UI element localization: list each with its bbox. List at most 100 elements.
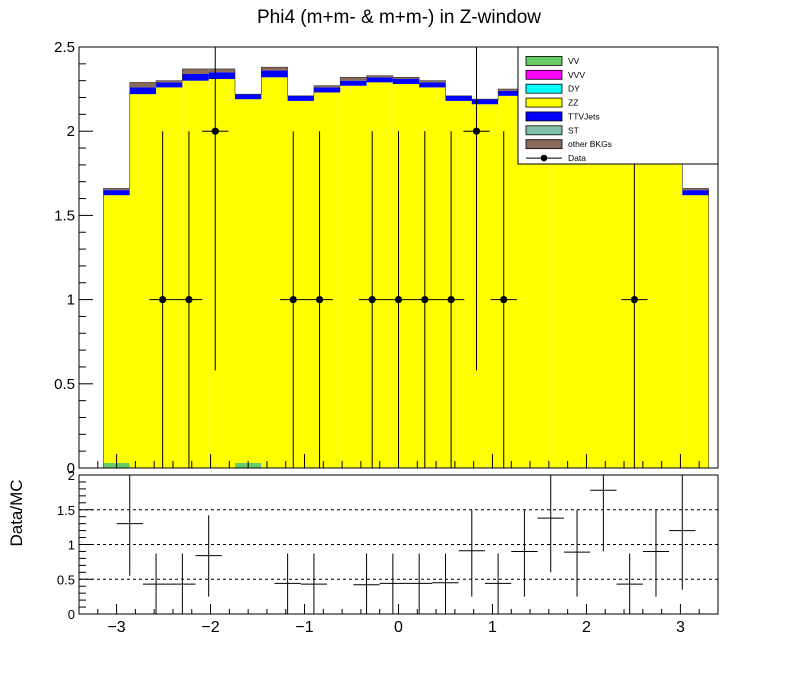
x-tick-label: 2 — [582, 619, 591, 636]
legend-swatch — [525, 56, 563, 66]
bar-segment — [182, 73, 209, 81]
main-plot: 0 0.5 1 1.5 2 2.5 — [54, 39, 719, 477]
bar-segment — [655, 104, 683, 469]
ratio-y-tick-label: 1 — [68, 538, 75, 553]
ratio-y-label: Data/MC — [7, 479, 26, 546]
bar-segment — [103, 190, 130, 196]
bar-segment — [366, 77, 393, 83]
bar-segment — [287, 95, 314, 101]
data-point — [421, 296, 429, 304]
legend-label: other BKGs — [568, 139, 612, 149]
bar-segment — [603, 104, 630, 469]
bar-segment — [156, 87, 183, 468]
legend-label: DY — [568, 84, 580, 94]
y-tick-label: 0 — [67, 460, 75, 477]
legend-swatch — [525, 111, 563, 122]
bar-segment — [419, 82, 446, 88]
ratio-plot: 0 0.5 1 1.5 2 −3 −2 −1 0 1 2 3 — [57, 468, 719, 636]
bar-segment — [313, 87, 341, 93]
legend-label: TTVJets — [568, 111, 600, 121]
bar-segment — [234, 99, 262, 463]
legend-swatch — [525, 97, 563, 108]
data-point — [315, 296, 324, 304]
bar-segment — [208, 72, 235, 79]
data-point — [472, 127, 481, 135]
ratio-y-tick-label: 2 — [68, 468, 75, 483]
bar-segment — [392, 78, 420, 85]
bar-segment — [340, 80, 367, 86]
bar-segment — [419, 80, 446, 83]
bar-segment — [682, 190, 709, 196]
bar-segment — [392, 77, 420, 79]
data-point — [185, 296, 193, 304]
bar-segment — [498, 90, 525, 96]
legend-label: VVV — [568, 70, 585, 80]
data-point — [211, 127, 219, 135]
y-tick-label: 1.5 — [54, 207, 75, 224]
data-point — [394, 296, 403, 304]
bar-segment — [471, 104, 499, 469]
legend-swatch — [525, 139, 563, 150]
legend-marker — [540, 154, 548, 162]
bar-segment — [366, 82, 393, 468]
legend-swatch — [525, 69, 563, 80]
data-points — [149, 47, 648, 468]
bar-segment — [445, 95, 472, 101]
data-point — [159, 296, 167, 304]
ratio-y-tick-label: 0.5 — [57, 572, 75, 587]
legend-label: VV — [568, 56, 580, 66]
bar-segment — [103, 195, 130, 463]
bar-segment — [129, 94, 157, 468]
x-tick-label: 3 — [676, 619, 685, 636]
data-point — [368, 296, 376, 304]
bar-segment — [208, 68, 235, 73]
legend-label: ST — [568, 125, 579, 135]
bar-segment — [103, 188, 130, 191]
bar-segment — [392, 84, 420, 468]
x-tick-label: −3 — [107, 619, 125, 636]
y-tick-label: 2.5 — [54, 39, 75, 56]
y-tick-label: 2 — [67, 123, 75, 140]
series-other-bkgs — [103, 67, 709, 191]
bar-segment — [471, 99, 499, 105]
x-tick-label: 0 — [394, 619, 403, 636]
bar-segment — [208, 78, 235, 468]
bar-segment — [366, 75, 393, 78]
bar-segment — [261, 77, 288, 468]
bar-segment — [156, 80, 183, 83]
data-point — [500, 296, 508, 304]
ratio-y-tick-label: 1.5 — [57, 503, 75, 518]
bar-segment — [340, 85, 367, 469]
bar-segment — [261, 67, 288, 71]
bar-segment — [682, 188, 709, 191]
bar-segment — [340, 77, 367, 81]
bar-segment — [182, 80, 209, 469]
legend-label: ZZ — [568, 98, 578, 108]
bar-segment — [261, 70, 288, 78]
bar-segment — [419, 87, 446, 468]
bar-segment — [234, 94, 262, 100]
bar-segment — [287, 100, 314, 468]
data-point — [289, 296, 297, 304]
data-point — [447, 296, 455, 304]
x-tick-label: −1 — [295, 619, 313, 636]
ratio-y-tick-label: 0 — [68, 607, 75, 622]
chart-title: Phi4 (m+m- & m+m-) in Z-window — [257, 7, 541, 28]
bar-segment — [156, 82, 183, 88]
bar-segment — [129, 82, 157, 88]
data-point — [630, 296, 638, 304]
bar-segment — [182, 68, 209, 74]
legend-swatch — [525, 83, 563, 94]
bar-segment — [498, 89, 525, 91]
y-tick-label: 0.5 — [54, 376, 75, 393]
bar-segment — [445, 100, 472, 468]
bar-segment — [313, 85, 341, 88]
x-tick-label: −2 — [201, 619, 219, 636]
bar-segment — [313, 92, 341, 468]
x-tick-label: 1 — [488, 619, 497, 636]
bar-segment — [682, 195, 709, 468]
legend-swatch — [525, 125, 563, 136]
